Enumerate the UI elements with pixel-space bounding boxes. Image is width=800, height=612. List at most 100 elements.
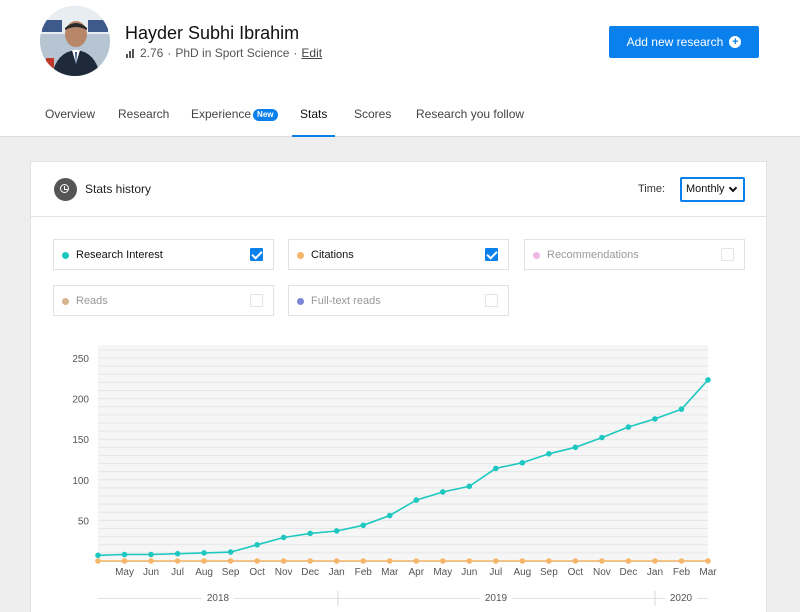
x-tick-label: Aug: [195, 567, 213, 578]
research-interest-point[interactable]: [360, 522, 367, 529]
profile-degree: PhD in Sport Science: [175, 46, 290, 60]
research-interest-point[interactable]: [121, 551, 128, 558]
tab-label: Stats: [300, 107, 328, 121]
tab-research[interactable]: Research: [118, 96, 169, 137]
year-label-bg: [202, 590, 234, 604]
citations-point[interactable]: [227, 558, 234, 564]
research-interest-point[interactable]: [599, 434, 605, 441]
citations-point[interactable]: [546, 558, 552, 564]
time-select[interactable]: Monthly: [680, 177, 745, 202]
avatar[interactable]: [40, 6, 110, 76]
metric-label: Recommendations: [547, 249, 639, 261]
x-tick-label: Nov: [593, 567, 611, 578]
year-label: 2019: [485, 593, 508, 604]
profile-photo: [40, 6, 110, 76]
x-tick-label: Apr: [408, 567, 424, 578]
citations-point[interactable]: [254, 558, 260, 564]
citations-point[interactable]: [307, 558, 313, 564]
citations-point[interactable]: [705, 558, 711, 564]
citations-point[interactable]: [439, 558, 446, 564]
clock-icon: [54, 178, 77, 201]
new-badge: New: [253, 109, 278, 121]
research-interest-dot: [62, 252, 69, 259]
research-interest-point[interactable]: [148, 551, 154, 558]
research-interest-point[interactable]: [95, 552, 101, 559]
x-tick-label: Jun: [143, 567, 159, 578]
x-tick-label: Aug: [513, 567, 531, 578]
citations-point[interactable]: [201, 558, 207, 564]
citations-point[interactable]: [95, 558, 101, 564]
x-tick-label: Oct: [568, 567, 584, 578]
stats-card-header: Stats history Time: Monthly: [31, 162, 766, 217]
tab-overview[interactable]: Overview: [45, 96, 95, 137]
add-new-research-button[interactable]: Add new research +: [609, 26, 759, 58]
full-text-reads-checkbox[interactable]: [485, 294, 498, 307]
metric-recommendations[interactable]: Recommendations: [524, 239, 745, 270]
research-interest-point[interactable]: [174, 550, 181, 557]
research-interest-point[interactable]: [705, 377, 711, 383]
research-interest-point[interactable]: [439, 489, 446, 495]
research-interest-point[interactable]: [413, 497, 420, 503]
profile-score: 2.76: [140, 46, 164, 60]
citations-point[interactable]: [466, 558, 473, 564]
research-interest-point[interactable]: [466, 483, 473, 490]
citations-point[interactable]: [413, 558, 420, 564]
metric-label: Reads: [76, 295, 108, 307]
citations-checkbox[interactable]: [485, 248, 498, 261]
y-tick-label: 200: [72, 395, 89, 406]
research-interest-point[interactable]: [227, 549, 234, 555]
citations-point[interactable]: [625, 558, 632, 564]
tab-scores[interactable]: Scores: [354, 96, 391, 137]
citations-point[interactable]: [121, 558, 128, 564]
research-interest-point[interactable]: [652, 416, 658, 422]
x-tick-label: Sep: [540, 567, 558, 578]
research-interest-checkbox[interactable]: [250, 248, 263, 261]
citations-point[interactable]: [519, 558, 526, 564]
citations-point[interactable]: [599, 558, 605, 564]
research-interest-point[interactable]: [493, 465, 499, 472]
x-tick-label: Mar: [699, 567, 717, 578]
metric-reads[interactable]: Reads: [53, 285, 274, 316]
research-interest-point[interactable]: [254, 541, 260, 548]
year-label-bg: [665, 590, 697, 604]
research-interest-point[interactable]: [572, 444, 579, 451]
tab-research-you-follow[interactable]: Research you follow: [416, 96, 524, 137]
year-label-bg: [480, 590, 512, 604]
time-label: Time:: [638, 183, 666, 195]
citations-point[interactable]: [148, 558, 154, 564]
citations-point[interactable]: [493, 558, 499, 564]
research-interest-point[interactable]: [386, 512, 393, 519]
research-interest-point[interactable]: [519, 459, 526, 466]
recommendations-dot: [533, 252, 540, 259]
citations-point[interactable]: [678, 558, 685, 564]
y-tick-label: 100: [72, 476, 89, 487]
recommendations-checkbox[interactable]: [721, 248, 734, 261]
research-interest-point[interactable]: [280, 534, 287, 541]
research-interest-point[interactable]: [333, 528, 340, 534]
y-tick-label: 250: [72, 354, 89, 365]
tab-stats[interactable]: Stats: [291, 96, 336, 137]
citations-point[interactable]: [280, 558, 287, 564]
citations-point[interactable]: [360, 558, 367, 564]
research-interest-point[interactable]: [678, 406, 685, 412]
citations-dot: [297, 252, 304, 259]
research-interest-point[interactable]: [546, 451, 552, 457]
research-interest-point[interactable]: [307, 530, 313, 537]
research-interest-point[interactable]: [625, 424, 632, 430]
citations-point[interactable]: [174, 558, 181, 564]
x-tick-label: Jan: [647, 567, 663, 578]
citations-point[interactable]: [386, 558, 393, 564]
edit-link[interactable]: Edit: [301, 46, 323, 60]
score-bars-icon: [126, 48, 134, 58]
metric-research-interest[interactable]: Research Interest: [53, 239, 274, 270]
metric-citations[interactable]: Citations: [288, 239, 509, 270]
citations-point[interactable]: [652, 558, 658, 564]
research-interest-point[interactable]: [201, 550, 207, 556]
metric-full-text-reads[interactable]: Full-text reads: [288, 285, 509, 316]
x-tick-label: Jul: [489, 567, 502, 578]
citations-point[interactable]: [572, 558, 579, 564]
citations-point[interactable]: [333, 558, 340, 564]
reads-checkbox[interactable]: [250, 294, 263, 307]
tab-experience[interactable]: Experience New: [191, 96, 278, 137]
